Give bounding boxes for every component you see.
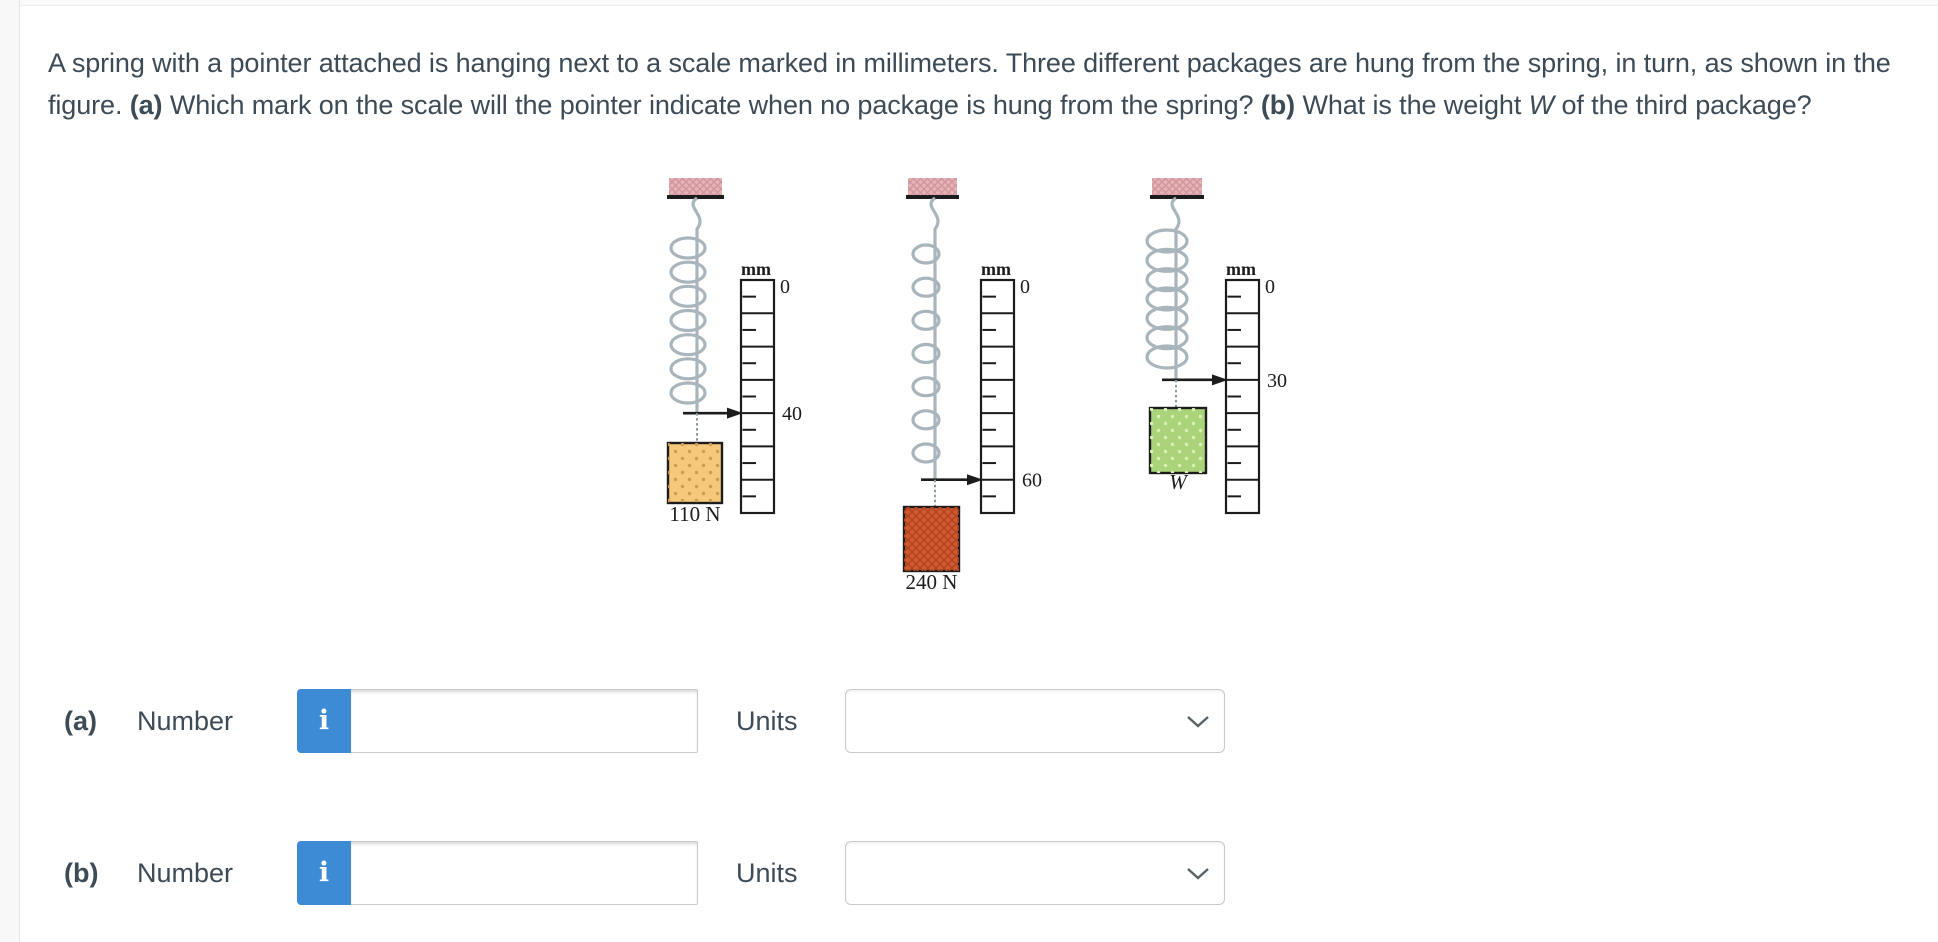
- svg-text:110 N: 110 N: [669, 502, 720, 526]
- number-field-group-b: i: [297, 841, 698, 905]
- number-label: Number: [137, 706, 234, 736]
- number-input[interactable]: [351, 841, 698, 905]
- number-input[interactable]: [351, 689, 698, 753]
- svg-text:mm: mm: [741, 259, 771, 279]
- number-label: Number: [137, 858, 234, 888]
- svg-text:0: 0: [780, 276, 790, 298]
- svg-text:60: 60: [1022, 470, 1042, 492]
- number-field-group-a: i: [297, 689, 698, 753]
- svg-text:mm: mm: [981, 259, 1011, 279]
- units-select[interactable]: [845, 689, 1225, 753]
- svg-text:0: 0: [1020, 276, 1030, 298]
- svg-text:40: 40: [782, 403, 802, 425]
- part-label-a: (a): [64, 706, 97, 736]
- info-button[interactable]: i: [297, 689, 351, 753]
- svg-text:240 N: 240 N: [906, 570, 958, 594]
- part-label-b: (b): [64, 858, 99, 888]
- spring-scale-figure: mm 0 40 110 N mm 0 60 240 N mm 0 30 W: [666, 178, 1287, 594]
- units-select[interactable]: [845, 841, 1225, 905]
- chevron-down-icon: [1187, 716, 1209, 728]
- answer-row-a: (a) Number i Units: [0, 689, 1300, 753]
- info-button[interactable]: i: [297, 841, 351, 905]
- svg-text:W: W: [1169, 470, 1189, 494]
- answer-row-b: (b) Number i Units: [0, 841, 1300, 905]
- svg-text:mm: mm: [1226, 259, 1256, 279]
- chevron-down-icon: [1187, 868, 1209, 880]
- left-gutter: [0, 0, 20, 942]
- question-text: A spring with a pointer attached is hang…: [48, 48, 1891, 120]
- svg-text:0: 0: [1265, 276, 1275, 298]
- svg-text:30: 30: [1267, 370, 1287, 392]
- units-label: Units: [736, 858, 798, 888]
- units-label: Units: [736, 706, 798, 736]
- top-border: [0, 0, 1938, 6]
